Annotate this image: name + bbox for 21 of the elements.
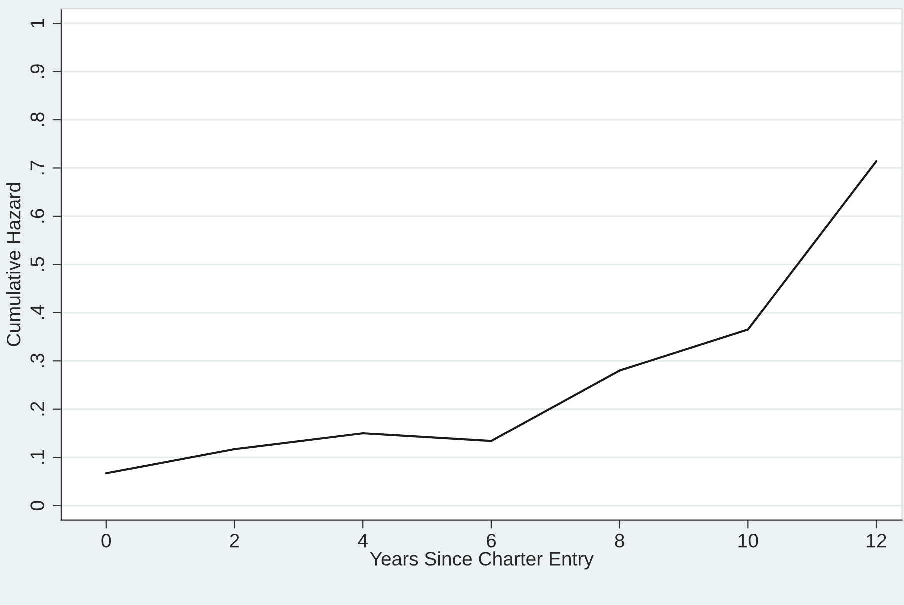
x-tick-label: 4 <box>358 534 368 548</box>
x-tick-label: 2 <box>230 534 240 548</box>
y-tick-label: .3 <box>30 354 44 368</box>
y-tick-label: .7 <box>30 161 44 175</box>
y-tick-label: .5 <box>30 257 44 272</box>
x-tick-label: 8 <box>615 534 624 548</box>
x-tick-label: 12 <box>867 534 886 548</box>
y-tick-label: .8 <box>30 112 44 126</box>
y-tick-label: .4 <box>30 305 44 320</box>
x-axis-title: Years Since Charter Entry <box>370 552 594 570</box>
y-tick-label: .2 <box>30 402 44 416</box>
y-axis-title: Cumulative Hazard <box>6 183 21 346</box>
x-tick-label: 6 <box>487 534 496 548</box>
y-tick-label: .9 <box>30 64 44 78</box>
y-tick-label: .6 <box>30 209 44 223</box>
y-tick-label: 1 <box>30 19 44 28</box>
line-series <box>105 160 878 475</box>
x-tick-label: 10 <box>738 534 758 548</box>
y-tick-label: 0 <box>30 501 44 510</box>
y-tick-label: .1 <box>30 450 44 464</box>
x-tick-label: 0 <box>102 534 112 548</box>
